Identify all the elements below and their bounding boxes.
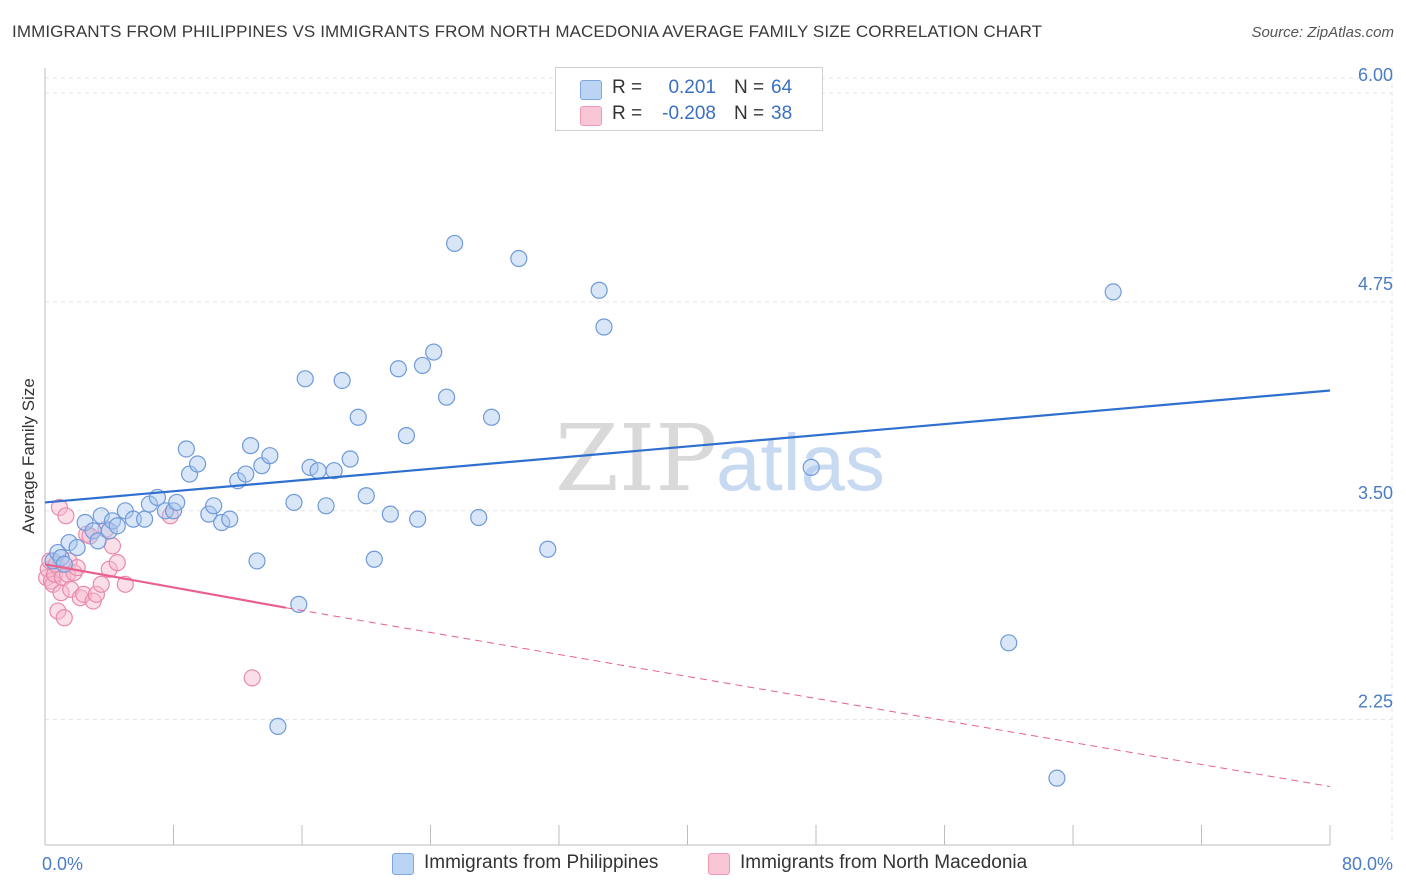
philippines-point: [290, 595, 308, 613]
philippines-point: [470, 508, 488, 527]
philippines-point: [242, 437, 260, 455]
philippines-point: [539, 540, 557, 558]
philippines-point: [261, 447, 279, 465]
philippines-point: [357, 487, 375, 505]
tick-labels: 2.25 3.50 4.75 6.00 0.0% 80.0%: [42, 65, 1393, 874]
philippines-point: [317, 497, 335, 515]
macedonia-point: [54, 569, 72, 587]
macedonia-swatch: [580, 106, 602, 126]
philippines-point: [135, 510, 154, 528]
philippines-point: [296, 370, 314, 388]
macedonia-legend-swatch: [708, 853, 730, 875]
philippines-point: [89, 532, 107, 550]
philippines-point: [221, 510, 239, 528]
x-tick-label: 80.0%: [1342, 854, 1393, 874]
philippines-point: [333, 371, 351, 390]
philippines-point: [200, 505, 218, 523]
philippines-point: [285, 493, 303, 512]
source-note: Source: ZipAtlas.com: [1251, 24, 1394, 41]
philippines-point: [1048, 769, 1066, 787]
y-axis-label: Average Family Size: [19, 378, 38, 534]
philippines-legend-swatch: [392, 853, 414, 875]
y-tick-label: 3.50: [1358, 483, 1393, 503]
correlation-legend: R = 0.201 N = 64 R = -0.208 N = 38: [555, 67, 823, 131]
philippines-point: [341, 450, 359, 468]
philippines-trendline: [44, 389, 1331, 504]
macedonia-point: [52, 584, 70, 602]
legend-r-value: -0.208: [662, 103, 716, 124]
philippines-point: [248, 552, 266, 570]
watermark-zip: ZIP: [555, 405, 717, 512]
axes: [44, 68, 1331, 846]
philippines-point: [409, 510, 427, 528]
philippines-point: [269, 717, 287, 735]
y-tick-label: 6.00: [1358, 65, 1393, 85]
philippines-point: [381, 505, 399, 523]
legend-r-value: 0.201: [668, 77, 716, 98]
macedonia-point: [108, 554, 126, 572]
legend-n-label: N =: [734, 77, 765, 98]
philippines-point: [103, 512, 122, 530]
philippines-point: [108, 517, 126, 535]
philippines-point: [413, 356, 432, 375]
legend-n-label: N =: [734, 103, 765, 124]
macedonia-point: [92, 575, 110, 593]
gridlines: [45, 68, 1393, 845]
philippines-point: [437, 388, 456, 406]
macedonia-points: [38, 498, 261, 687]
y-tick-label: 4.75: [1358, 274, 1393, 294]
philippines-point: [389, 360, 407, 378]
philippines-point: [590, 281, 608, 299]
philippines-legend-label: Immigrants from Philippines: [424, 852, 659, 873]
philippines-point: [1104, 283, 1122, 301]
philippines-point: [168, 493, 186, 512]
macedonia-point: [103, 537, 122, 555]
philippines-points: [44, 234, 1122, 787]
philippines-point: [445, 234, 464, 253]
legend-r-label: R =: [612, 77, 643, 98]
y-tick-label: 2.25: [1358, 692, 1393, 712]
philippines-point: [349, 408, 367, 426]
philippines-point: [510, 249, 528, 268]
philippines-point: [92, 507, 110, 525]
macedonia-point: [74, 585, 93, 603]
watermark: ZIP atlas: [555, 405, 885, 512]
philippines-point: [177, 440, 195, 458]
chart-title: IMMIGRANTS FROM PHILIPPINES VS IMMIGRANT…: [12, 22, 1043, 41]
macedonia-point: [87, 585, 106, 603]
macedonia-trendline-extrapolated: [285, 607, 1331, 788]
philippines-point: [237, 465, 255, 483]
macedonia-point: [71, 589, 89, 607]
macedonia-trendline: [44, 563, 287, 609]
philippines-point: [325, 462, 343, 480]
philippines-point: [68, 538, 86, 557]
philippines-point: [205, 497, 223, 515]
philippines-point: [425, 343, 443, 361]
philippines-swatch: [580, 80, 602, 100]
macedonia-point: [57, 507, 75, 525]
legend-n-value: 64: [771, 77, 793, 98]
philippines-point: [188, 455, 207, 473]
macedonia-point: [243, 669, 261, 687]
x-tick-label: 0.0%: [42, 854, 83, 874]
philippines-point: [802, 458, 820, 476]
philippines-point: [482, 408, 501, 426]
philippines-point: [1000, 634, 1018, 652]
legend-n-value: 38: [771, 103, 793, 124]
macedonia-point: [55, 609, 73, 627]
trendlines: [44, 389, 1331, 788]
philippines-point: [365, 550, 383, 568]
philippines-point: [397, 427, 416, 445]
macedonia-point: [49, 602, 67, 620]
watermark-atlas: atlas: [716, 418, 885, 507]
philippines-point: [309, 462, 327, 480]
philippines-point: [595, 318, 613, 336]
macedonia-legend-label: Immigrants from North Macedonia: [740, 852, 1028, 873]
legend-r-label: R =: [612, 103, 643, 124]
